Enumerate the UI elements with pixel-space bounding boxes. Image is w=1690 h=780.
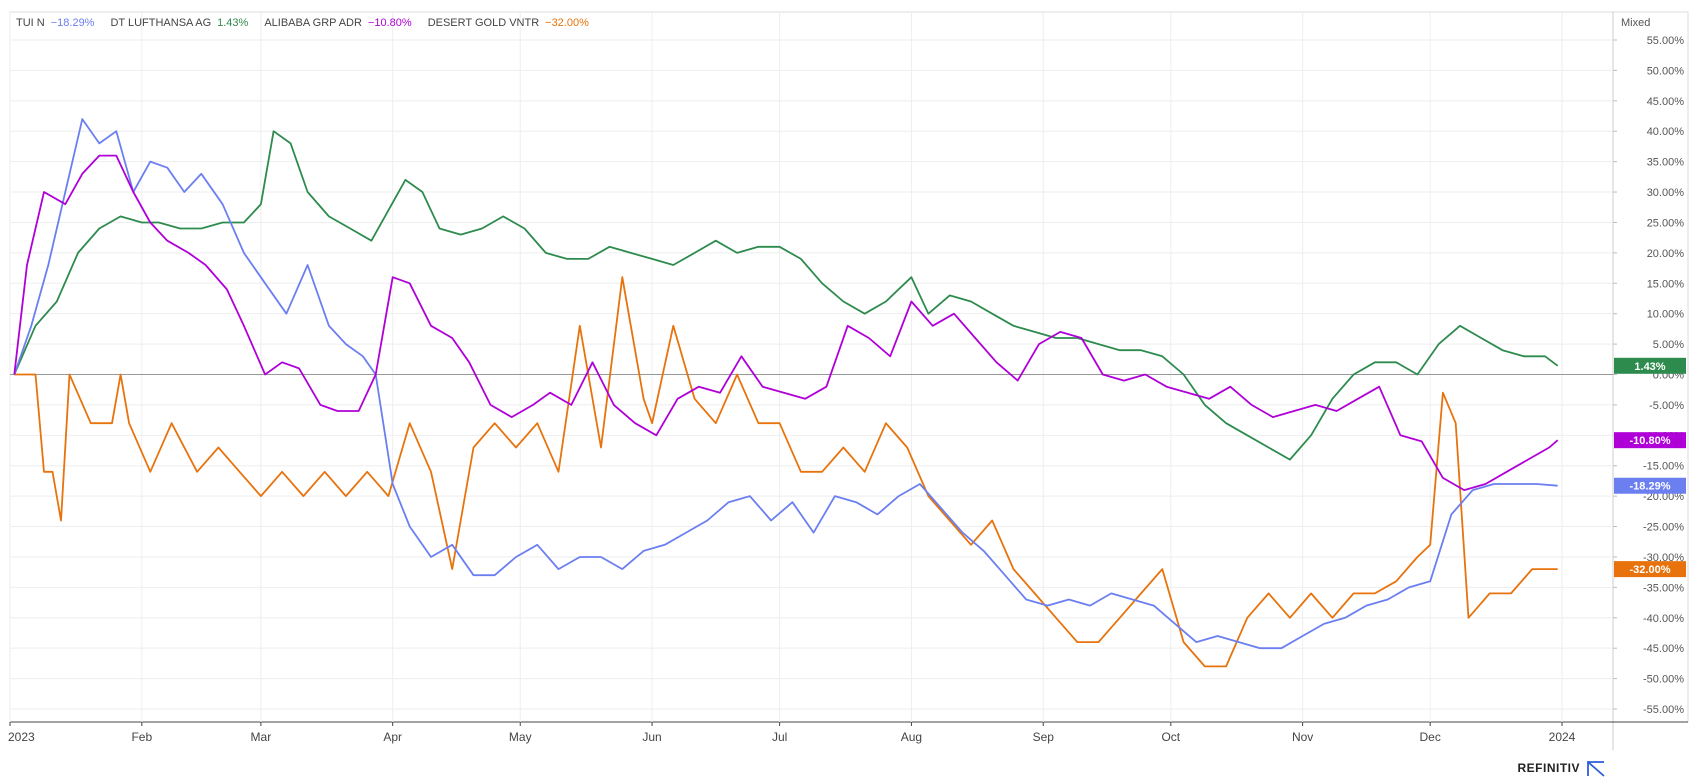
legend: TUI N −18.29% DT LUFTHANSA AG 1.43% ALIBABA … [16, 17, 589, 29]
y-tick-label: 5.00% [1653, 339, 1684, 351]
x-tick-label: Nov [1292, 730, 1313, 744]
y-tick-label: -55.00% [1643, 704, 1684, 716]
legend-name-tui-n: TUI N [16, 17, 45, 29]
y-tick-label: 40.00% [1647, 126, 1685, 138]
badge-label: -10.80% [1630, 435, 1671, 447]
series-line-dt-lufthansa-ag [13, 130, 1559, 461]
plot-background [9, 11, 1689, 723]
legend-value-dt-lufthansa-ag: 1.43% [217, 17, 248, 29]
x-tick-label: Dec [1420, 730, 1441, 744]
y-tick-label: 20.00% [1647, 248, 1685, 260]
badge-label: 1.43% [1634, 361, 1665, 373]
y-tick-label: 50.00% [1647, 65, 1685, 77]
last-value-badge-tui-n: -18.29% [1614, 477, 1686, 494]
y-tick-label: 45.00% [1647, 96, 1685, 108]
x-tick-label: Apr [383, 730, 402, 744]
last-value-badge-alibaba-grp-adr: -10.80% [1614, 432, 1686, 449]
scale-mode-label: Mixed [1621, 17, 1650, 29]
last-value-badge-dt-lufthansa-ag: 1.43% [1614, 357, 1686, 374]
x-tick-label: Oct [1161, 730, 1180, 744]
x-tick-label: Jun [642, 730, 661, 744]
x-gridlines [9, 12, 1563, 722]
x-tick-label: Mar [251, 730, 272, 744]
series-line-alibaba-grp-adr [13, 154, 1559, 492]
brand-mark-icon [1587, 761, 1605, 777]
y-tick-label: -5.00% [1649, 400, 1684, 412]
y-tick-label: -25.00% [1643, 522, 1684, 534]
y-tick-label: 35.00% [1647, 157, 1685, 169]
y-tick-label: -50.00% [1643, 674, 1684, 686]
y-tick-label: -35.00% [1643, 582, 1684, 594]
brand-text: REFINITIV [1517, 761, 1580, 775]
x-tick-label: Feb [131, 730, 152, 744]
last-value-badge-desert-gold-vntr: -32.00% [1614, 561, 1686, 578]
x-tick-label: 2024 [1549, 730, 1576, 744]
badge-background [1614, 477, 1686, 494]
x-tick-label: 2023 [8, 730, 35, 744]
brand-logo: REFINITIV [1517, 761, 1605, 777]
x-tick-label: Aug [901, 730, 922, 744]
legend-value-tui-n: −18.29% [51, 17, 95, 29]
legend-name-alibaba-grp-adr: ALIBABA GRP ADR [264, 17, 362, 29]
chart-frame [9, 11, 1689, 750]
x-tick-label: Jul [772, 730, 787, 744]
y-tick-label: -20.00% [1643, 491, 1684, 503]
badge-label: -18.29% [1630, 481, 1671, 493]
y-tick-label: 25.00% [1647, 217, 1685, 229]
badge-background [1614, 432, 1686, 449]
series-line-desert-gold-vntr [14, 276, 1558, 668]
y-tick-label: -15.00% [1643, 461, 1684, 473]
y-tick-label: -30.00% [1643, 552, 1684, 564]
series-line-tui-n [13, 118, 1558, 650]
y-tick-label: 10.00% [1647, 309, 1685, 321]
badge-background [1614, 357, 1686, 374]
legend-name-desert-gold-vntr: DESERT GOLD VNTR [428, 17, 540, 29]
x-tick-label: May [509, 730, 532, 744]
y-tick-label: 30.00% [1647, 187, 1685, 199]
y-tick-label: 15.00% [1647, 278, 1685, 290]
badge-label: -32.00% [1630, 564, 1671, 576]
y-tick-label: 55.00% [1647, 35, 1685, 47]
x-tick-label: Sep [1033, 730, 1055, 744]
badge-background [1614, 561, 1686, 578]
y-tick-label: -40.00% [1643, 613, 1684, 625]
x-axis-ticks: 2023 Feb Mar Apr May Jun Jul Aug Sep Oct Nov Dec 202… [8, 722, 1576, 744]
legend-value-alibaba-grp-adr: −10.80% [368, 17, 412, 29]
legend-value-desert-gold-vntr: −32.00% [545, 17, 589, 29]
legend-name-dt-lufthansa-ag: DT LUFTHANSA AG [110, 17, 211, 29]
y-tick-label: -45.00% [1643, 643, 1684, 655]
